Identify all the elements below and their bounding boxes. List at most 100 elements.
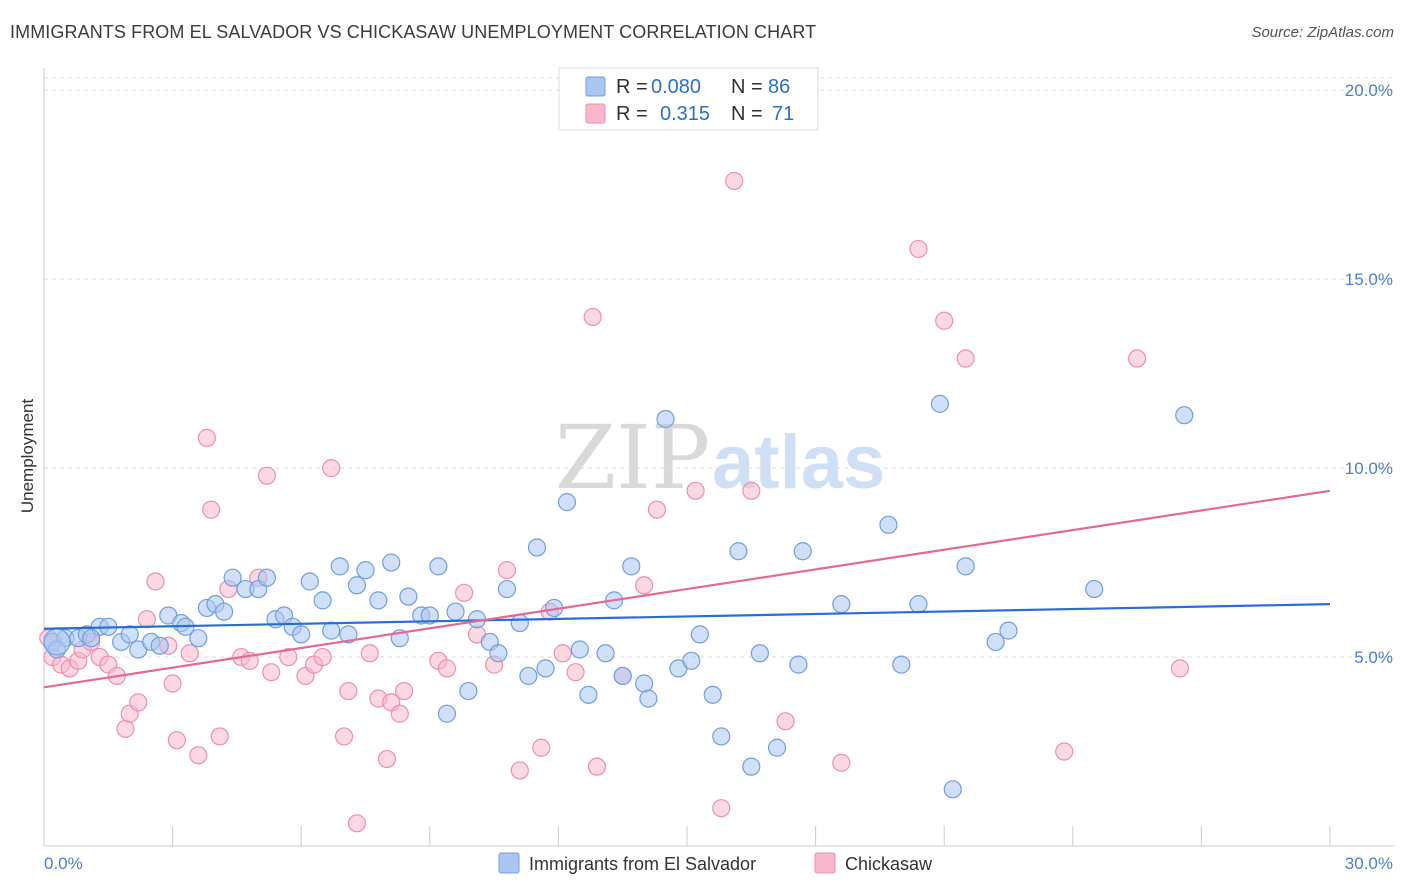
chickasaw-point-20 bbox=[202, 500, 221, 519]
bottom-legend-label-pink: Chickasaw bbox=[845, 854, 933, 874]
el-salvador-point-71 bbox=[789, 655, 808, 674]
chickasaw-point-11 bbox=[129, 693, 148, 712]
el-salvador-point-18 bbox=[223, 568, 242, 587]
el-salvador-point-72 bbox=[793, 542, 812, 561]
legend-r-label-2: R = bbox=[616, 103, 648, 125]
el-salvador-point-29 bbox=[330, 557, 349, 576]
chickasaw-point-18 bbox=[189, 746, 208, 765]
el-salvador-point-48 bbox=[519, 666, 538, 686]
chickasaw-point-15 bbox=[163, 674, 182, 693]
x-tick-label-min: 0.0% bbox=[44, 854, 83, 873]
el-salvador-point-57 bbox=[613, 666, 632, 686]
chickasaw-point-36 bbox=[360, 644, 379, 663]
chickasaw-point-53 bbox=[583, 307, 602, 327]
chickasaw-point-54 bbox=[587, 757, 607, 776]
el-salvador-point-21 bbox=[257, 568, 277, 587]
el-salvador-point-31 bbox=[347, 576, 367, 595]
y-tick-labels: 5.0% 10.0% 15.0% 20.0% bbox=[1345, 81, 1393, 667]
el-salvador-point-74 bbox=[879, 515, 898, 534]
el-salvador-point-41 bbox=[446, 602, 465, 621]
el-salvador-point-59 bbox=[635, 674, 654, 693]
el-salvador-point-36 bbox=[399, 587, 418, 606]
chickasaw-point-63 bbox=[832, 753, 851, 772]
chickasaw-point-44 bbox=[454, 583, 474, 602]
el-salvador-point-40 bbox=[437, 704, 457, 723]
el-salvador-point-79 bbox=[956, 557, 975, 576]
chart-title: IMMIGRANTS FROM EL SALVADOR VS CHICKASAW… bbox=[10, 22, 817, 42]
chickasaw-point-59 bbox=[712, 799, 731, 818]
chickasaw-point-19 bbox=[197, 428, 216, 447]
el-salvador-point-33 bbox=[369, 591, 388, 610]
el-salvador-point-77 bbox=[930, 394, 950, 413]
el-salvador-point-25 bbox=[292, 625, 311, 644]
source-label: Source: ZipAtlas.com bbox=[1251, 24, 1394, 41]
bottom-legend-label-blue: Immigrants from El Salvador bbox=[529, 854, 756, 874]
el-salvador-point-42 bbox=[459, 681, 478, 701]
gridlines bbox=[44, 77, 1394, 658]
watermark: ZIP atlas bbox=[555, 406, 885, 509]
chickasaw-point-33 bbox=[334, 727, 354, 746]
chickasaw-point-62 bbox=[776, 712, 795, 731]
chickasaw-point-43 bbox=[437, 659, 457, 678]
legend-r-value-1: 0.080 bbox=[651, 76, 701, 98]
chickasaw-point-51 bbox=[553, 644, 572, 663]
el-salvador-point-63 bbox=[682, 651, 701, 670]
el-salvador-point-7 bbox=[120, 625, 139, 644]
y-tick-label-2: 15.0% bbox=[1345, 270, 1393, 289]
el-salvador-point-49 bbox=[527, 538, 547, 557]
el-salvador-point-85 bbox=[82, 629, 101, 648]
legend-n-value-1: 86 bbox=[768, 76, 790, 98]
el-salvador-point-65 bbox=[703, 685, 722, 704]
chickasaw-point-68 bbox=[1127, 349, 1147, 368]
chickasaw-point-16 bbox=[167, 731, 186, 750]
chickasaw-point-49 bbox=[532, 738, 551, 757]
chickasaw-point-47 bbox=[497, 561, 517, 580]
el-salvador-point-66 bbox=[712, 727, 731, 746]
bottom-legend-swatch-blue bbox=[498, 852, 520, 874]
el-salvador-point-76 bbox=[909, 595, 928, 614]
legend-r-value-2: 0.315 bbox=[660, 103, 710, 125]
el-salvador-point-68 bbox=[742, 757, 761, 776]
chickasaw-point-28 bbox=[279, 647, 298, 667]
chickasaw-point-32 bbox=[322, 459, 341, 478]
legend-swatch-blue bbox=[585, 76, 606, 97]
series-chickasaw-points bbox=[39, 171, 1190, 833]
chickasaw-point-64 bbox=[909, 239, 928, 259]
el-salvador-point-58 bbox=[622, 557, 641, 576]
chickasaw-point-12 bbox=[137, 610, 156, 629]
legend-n-label-1: N = bbox=[731, 76, 763, 98]
el-salvador-trend-line bbox=[43, 603, 1331, 630]
chickasaw-point-21 bbox=[210, 727, 229, 746]
el-salvador-point-32 bbox=[356, 561, 375, 580]
chickasaw-point-31 bbox=[313, 647, 332, 667]
chickasaw-point-9 bbox=[116, 719, 135, 738]
chickasaw-point-69 bbox=[1170, 659, 1190, 678]
el-salvador-point-38 bbox=[420, 606, 439, 625]
chickasaw-point-40 bbox=[390, 704, 409, 723]
el-salvador-point-45 bbox=[489, 644, 508, 663]
chickasaw-point-17 bbox=[180, 644, 199, 663]
el-salvador-point-14 bbox=[189, 629, 208, 648]
el-salvador-point-27 bbox=[313, 591, 332, 610]
chickasaw-point-56 bbox=[635, 576, 654, 595]
chickasaw-point-34 bbox=[339, 681, 358, 701]
chickasaw-point-26 bbox=[257, 466, 277, 485]
x-axis-ticks bbox=[43, 826, 1331, 846]
legend-r-label-1: R = bbox=[616, 76, 648, 98]
el-salvador-point-39 bbox=[429, 557, 448, 576]
chickasaw-point-27 bbox=[262, 663, 281, 682]
el-salvador-point-54 bbox=[579, 685, 598, 704]
el-salvador-point-52 bbox=[557, 493, 577, 512]
legend-n-label-2: N = bbox=[731, 103, 763, 125]
chickasaw-point-61 bbox=[742, 481, 761, 500]
stats-legend: R = 0.080 N = 86 R = 0.315 N = 71 bbox=[558, 67, 819, 131]
chickasaw-point-58 bbox=[686, 481, 705, 500]
el-salvador-point-75 bbox=[892, 655, 911, 674]
bottom-legend-swatch-pink bbox=[814, 852, 836, 874]
chickasaw-point-48 bbox=[510, 761, 529, 780]
chickasaw-point-57 bbox=[647, 500, 667, 519]
el-salvador-point-64 bbox=[690, 625, 709, 644]
el-salvador-point-73 bbox=[832, 595, 851, 614]
chickasaw-point-65 bbox=[935, 311, 954, 330]
